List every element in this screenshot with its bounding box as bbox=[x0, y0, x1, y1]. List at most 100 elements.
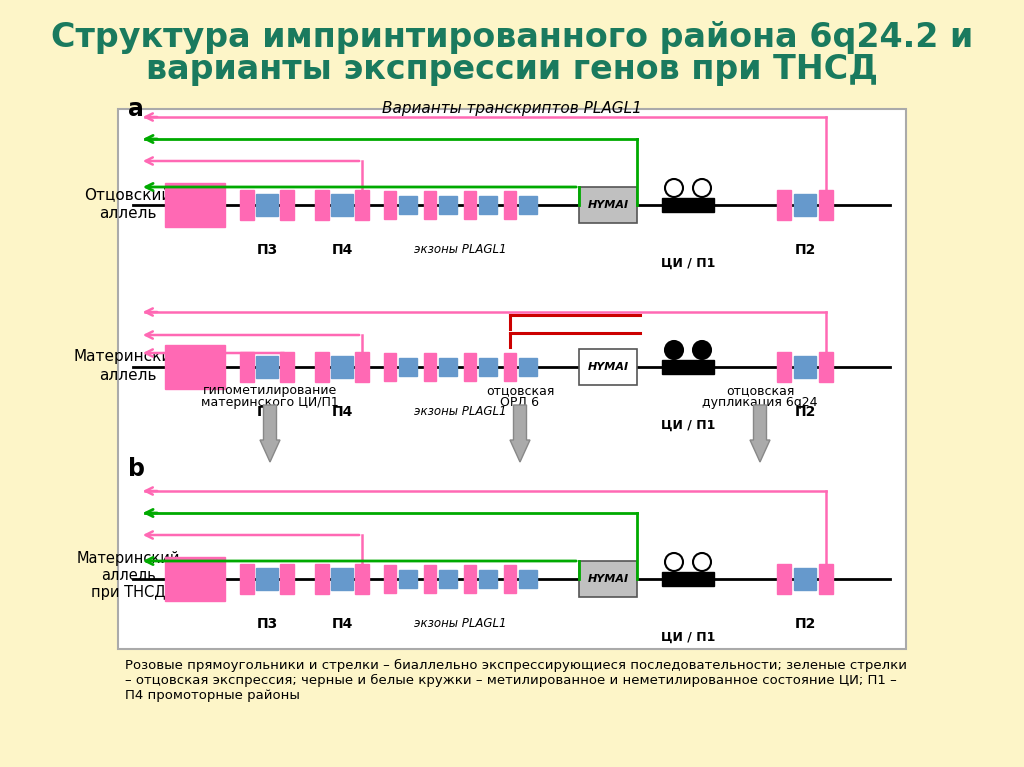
Bar bbox=[256, 356, 278, 378]
Bar bbox=[165, 345, 225, 389]
Text: дупликация 6q24: дупликация 6q24 bbox=[702, 396, 818, 409]
Circle shape bbox=[665, 179, 683, 197]
Text: a: a bbox=[128, 97, 144, 121]
Text: экзоны PLAGL1: экзоны PLAGL1 bbox=[414, 243, 506, 256]
Bar bbox=[240, 352, 254, 382]
Bar bbox=[315, 564, 329, 594]
Bar bbox=[464, 191, 476, 219]
Circle shape bbox=[693, 553, 711, 571]
Bar bbox=[355, 564, 369, 594]
Bar bbox=[315, 190, 329, 220]
Bar bbox=[331, 356, 353, 378]
Text: П2: П2 bbox=[795, 617, 816, 631]
Bar bbox=[519, 358, 537, 376]
Text: гипометилирование: гипометилирование bbox=[203, 384, 337, 397]
Bar bbox=[384, 353, 396, 381]
Bar bbox=[399, 196, 417, 214]
Bar bbox=[315, 352, 329, 382]
Bar bbox=[439, 358, 457, 376]
Bar bbox=[662, 198, 714, 212]
Bar bbox=[794, 356, 816, 378]
Bar bbox=[504, 191, 516, 219]
Bar bbox=[504, 565, 516, 593]
Text: ЦИ / П1: ЦИ / П1 bbox=[660, 257, 715, 270]
Bar bbox=[331, 194, 353, 216]
Circle shape bbox=[665, 553, 683, 571]
Bar bbox=[579, 349, 637, 385]
Text: ЦИ / П1: ЦИ / П1 bbox=[660, 419, 715, 432]
Bar bbox=[504, 353, 516, 381]
Bar bbox=[794, 568, 816, 590]
Text: Материнский: Материнский bbox=[74, 350, 182, 364]
Bar bbox=[256, 568, 278, 590]
Text: экзоны PLAGL1: экзоны PLAGL1 bbox=[414, 405, 506, 418]
Text: П4: П4 bbox=[332, 243, 352, 257]
Circle shape bbox=[693, 341, 711, 359]
Text: П3: П3 bbox=[256, 243, 278, 257]
Text: отцовская: отцовская bbox=[726, 384, 795, 397]
Bar bbox=[579, 187, 637, 223]
Bar bbox=[662, 360, 714, 374]
Bar bbox=[819, 564, 833, 594]
FancyArrow shape bbox=[260, 405, 280, 462]
Text: П4: П4 bbox=[332, 617, 352, 631]
Text: ЦИ / П1: ЦИ / П1 bbox=[660, 631, 715, 644]
Bar bbox=[384, 565, 396, 593]
Bar bbox=[479, 196, 497, 214]
FancyBboxPatch shape bbox=[118, 109, 906, 649]
Bar bbox=[384, 191, 396, 219]
Text: экзоны PLAGL1: экзоны PLAGL1 bbox=[414, 617, 506, 630]
Bar bbox=[777, 564, 791, 594]
Bar bbox=[519, 196, 537, 214]
Bar bbox=[424, 191, 436, 219]
Bar bbox=[165, 557, 225, 601]
Bar bbox=[777, 190, 791, 220]
Text: П4: П4 bbox=[332, 405, 352, 419]
Text: П3: П3 bbox=[256, 617, 278, 631]
Text: П3: П3 bbox=[256, 405, 278, 419]
Bar bbox=[355, 352, 369, 382]
Bar bbox=[439, 196, 457, 214]
Bar bbox=[424, 565, 436, 593]
FancyArrow shape bbox=[750, 405, 770, 462]
Bar bbox=[662, 572, 714, 586]
Text: HYMAI: HYMAI bbox=[588, 200, 629, 210]
Text: материнского ЦИ/П1: материнского ЦИ/П1 bbox=[201, 396, 339, 409]
Text: Варианты транскриптов PLAGL1: Варианты транскриптов PLAGL1 bbox=[382, 101, 642, 117]
Text: аллель: аллель bbox=[100, 568, 156, 582]
Text: ОРД 6: ОРД 6 bbox=[501, 396, 540, 409]
Bar bbox=[819, 352, 833, 382]
Bar bbox=[280, 564, 294, 594]
Text: HYMAI: HYMAI bbox=[588, 574, 629, 584]
Circle shape bbox=[693, 179, 711, 197]
Text: Структура импринтированного района 6q24.2 и: Структура импринтированного района 6q24.… bbox=[51, 21, 973, 54]
Bar bbox=[424, 353, 436, 381]
FancyArrow shape bbox=[510, 405, 530, 462]
Bar bbox=[280, 352, 294, 382]
Text: П2: П2 bbox=[795, 405, 816, 419]
Bar bbox=[399, 570, 417, 588]
Text: Розовые прямоугольники и стрелки – биаллельно экспрессирующиеся последовательнос: Розовые прямоугольники и стрелки – биалл… bbox=[125, 659, 907, 702]
Bar bbox=[519, 570, 537, 588]
Bar bbox=[439, 570, 457, 588]
Text: аллель: аллель bbox=[99, 206, 157, 220]
Bar bbox=[479, 358, 497, 376]
Text: при ТНСД: при ТНСД bbox=[91, 584, 165, 600]
Bar bbox=[256, 194, 278, 216]
Text: Отцовский: Отцовский bbox=[84, 187, 172, 202]
Bar bbox=[399, 358, 417, 376]
Bar bbox=[355, 190, 369, 220]
Text: Материнский: Материнский bbox=[76, 551, 180, 567]
Bar bbox=[280, 190, 294, 220]
Text: b: b bbox=[128, 457, 145, 481]
Bar bbox=[464, 565, 476, 593]
Bar bbox=[794, 194, 816, 216]
Text: варианты экспрессии генов при ТНСД: варианты экспрессии генов при ТНСД bbox=[146, 54, 878, 87]
Text: отцовская: отцовская bbox=[485, 384, 554, 397]
Bar bbox=[464, 353, 476, 381]
Bar bbox=[331, 568, 353, 590]
Bar bbox=[777, 352, 791, 382]
Bar bbox=[819, 190, 833, 220]
Bar bbox=[579, 561, 637, 597]
Text: П2: П2 bbox=[795, 243, 816, 257]
